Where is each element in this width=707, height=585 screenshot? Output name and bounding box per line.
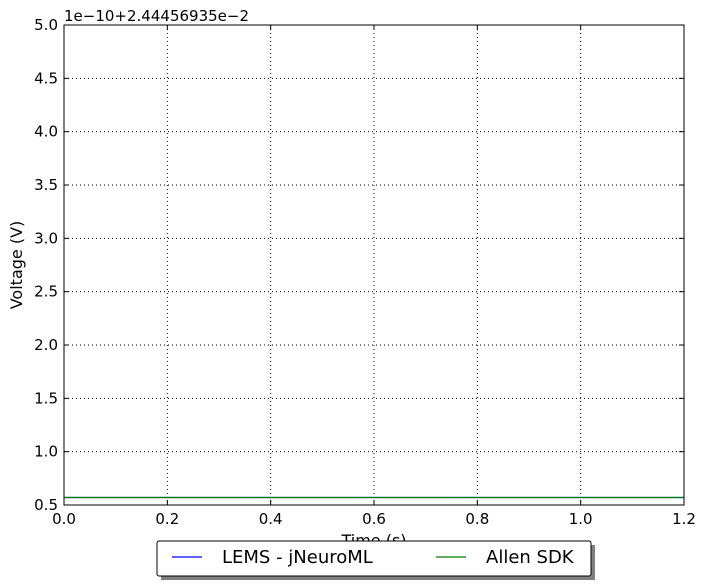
y-axis-label: Voltage (V): [7, 221, 26, 310]
x-tick-label: 1.0: [569, 510, 593, 528]
y-tick-label: 4.0: [34, 123, 58, 141]
x-tick-label: 0.0: [52, 510, 76, 528]
y-tick-label: 0.5: [34, 496, 58, 514]
x-tick-label: 0.2: [155, 510, 179, 528]
legend-label: LEMS - jNeuroML: [222, 547, 373, 568]
y-tick-label: 2.5: [34, 283, 58, 301]
grid: [64, 25, 684, 505]
y-tick-label: 3.5: [34, 176, 58, 194]
y-tick-label: 1.0: [34, 443, 58, 461]
legend-box: [156, 540, 592, 577]
y-tick-label: 4.5: [34, 69, 58, 87]
x-tick-label: 0.8: [465, 510, 489, 528]
y-tick-label: 2.0: [34, 336, 58, 354]
y-tick-label: 5.0: [34, 16, 58, 34]
y-tick-label: 1.5: [34, 389, 58, 407]
ticks: 0.0 0.2 0.4 0.6 0.8 1.0 1.2 0.5 1.0 1.5 2.0 2.5 3.0 3…: [34, 16, 696, 528]
y-offset-text: 1e−10+2.44456935e−2: [64, 7, 249, 25]
y-tick-label: 3.0: [34, 229, 58, 247]
x-tick-label: 0.4: [259, 510, 283, 528]
legend: LEMS - jNeuroML Allen SDK: [156, 540, 595, 580]
x-tick-label: 0.6: [362, 510, 386, 528]
legend-label: Allen SDK: [486, 547, 575, 568]
x-tick-label: 1.2: [672, 510, 696, 528]
